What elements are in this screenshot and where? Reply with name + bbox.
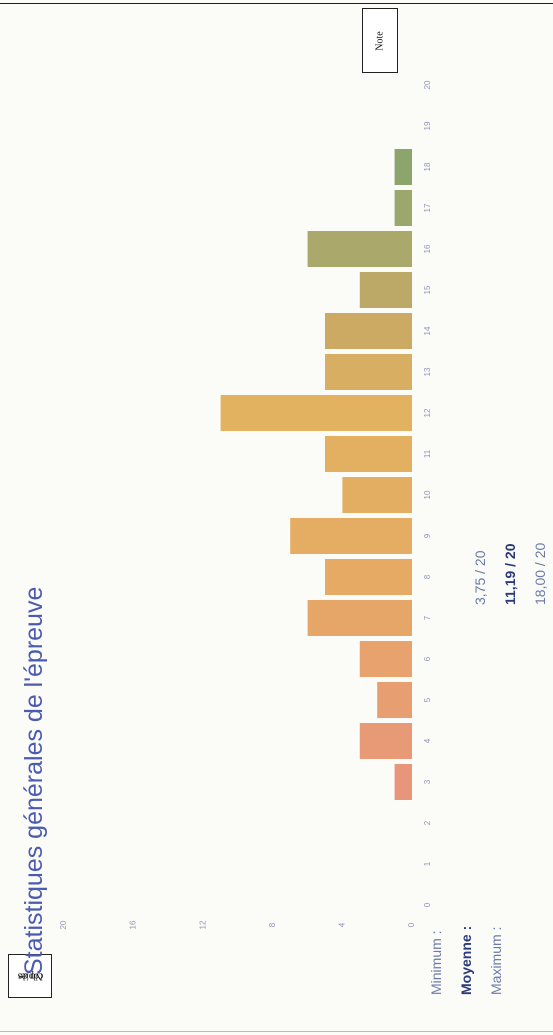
x-tick-label: 20: [423, 80, 432, 89]
bar-note-17: [394, 190, 412, 226]
x-tick-label: 6: [423, 656, 432, 661]
stat-label: Minimum :: [428, 930, 444, 995]
x-tick-label: 18: [423, 162, 432, 171]
y-tick-label: 8: [268, 922, 277, 927]
stat-value: 18,00 / 20: [532, 542, 548, 605]
x-tick-label: 12: [423, 408, 432, 417]
bar-note-7: [307, 600, 412, 636]
stat-value: 3,75 / 20: [472, 550, 488, 606]
x-tick-label: 0: [423, 902, 432, 907]
stat-label: Moyenne :: [458, 925, 474, 995]
x-tick-label: 3: [423, 779, 432, 784]
x-tick-label: 19: [423, 121, 432, 130]
bar-note-12: [220, 395, 412, 431]
bar-note-16: [307, 231, 412, 267]
bar-note-18: [394, 149, 412, 185]
y-tick-label: 4: [338, 922, 347, 927]
y-tick-label: 20: [59, 920, 68, 929]
bar-note-15: [359, 272, 412, 308]
y-tick-label: 0: [407, 922, 416, 927]
stat-label: Maximum :: [488, 926, 504, 995]
x-axis-label-box: Note: [362, 8, 398, 73]
y-tick-label: 16: [129, 920, 138, 929]
x-tick-label: 14: [423, 326, 432, 335]
x-tick-label: 15: [423, 285, 432, 294]
bar-note-4: [359, 723, 412, 759]
y-tick-label: 12: [198, 920, 207, 929]
x-tick-label: 10: [423, 490, 432, 499]
x-tick-label: 8: [423, 574, 432, 579]
bar-note-9: [290, 518, 412, 554]
bar-note-8: [325, 559, 412, 595]
stat-value: 11,19 / 20: [502, 543, 518, 605]
x-tick-label: 17: [423, 203, 432, 212]
bar-note-14: [325, 313, 412, 349]
top-rule: [0, 3, 553, 4]
bottom-rule: [0, 1031, 553, 1032]
x-tick-label: 9: [423, 533, 432, 538]
x-tick-label: 2: [423, 820, 432, 825]
bar-note-5: [377, 682, 412, 718]
x-tick-label: 7: [423, 615, 432, 620]
x-tick-label: 16: [423, 244, 432, 253]
x-tick-label: 11: [423, 449, 432, 458]
x-tick-label: 13: [423, 367, 432, 376]
x-tick-label: 1: [423, 861, 432, 866]
x-tick-label: 4: [423, 738, 432, 743]
bar-note-13: [325, 354, 412, 390]
bar-note-3: [394, 764, 412, 800]
bar-note-10: [342, 477, 412, 513]
y-axis-label-box: Nb de copies: [8, 954, 52, 998]
bar-note-6: [359, 641, 412, 677]
x-tick-label: 5: [423, 697, 432, 702]
bar-note-11: [325, 436, 412, 472]
